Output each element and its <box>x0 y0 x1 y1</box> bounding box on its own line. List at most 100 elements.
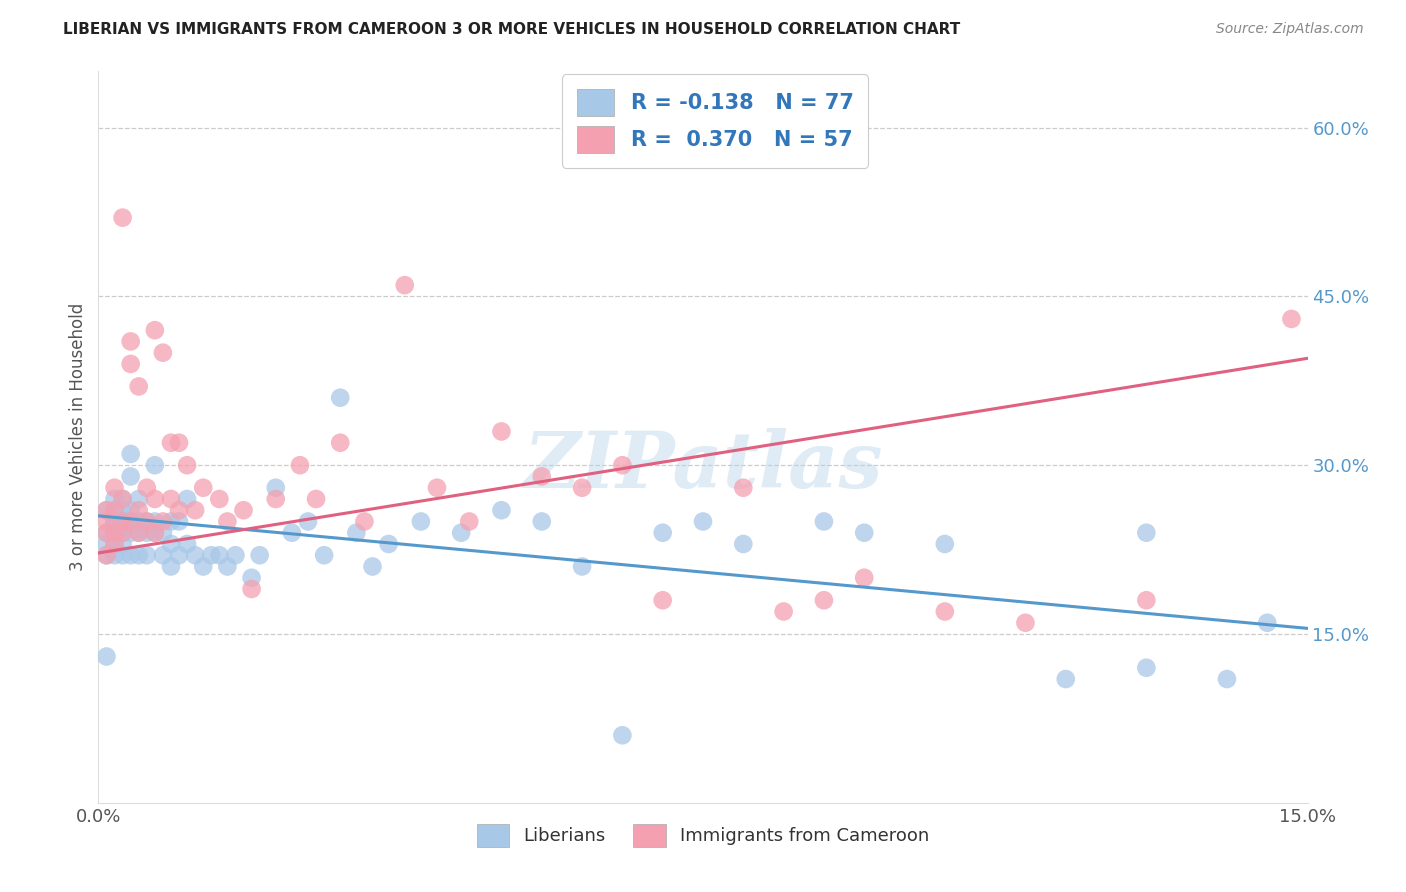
Point <box>111 525 134 540</box>
Point <box>934 537 956 551</box>
Point <box>176 458 198 473</box>
Point <box>1216 672 1239 686</box>
Point <box>772 605 794 619</box>
Point <box>530 469 553 483</box>
Point <box>329 391 352 405</box>
Point <box>491 503 513 517</box>
Point <box>111 537 134 551</box>
Point <box>120 447 142 461</box>
Point <box>264 481 287 495</box>
Point <box>167 503 190 517</box>
Point <box>128 515 150 529</box>
Point <box>143 458 166 473</box>
Point <box>217 515 239 529</box>
Point <box>160 559 183 574</box>
Point <box>458 515 481 529</box>
Point <box>1135 661 1157 675</box>
Point <box>281 525 304 540</box>
Point <box>96 525 118 540</box>
Point <box>288 458 311 473</box>
Legend: Liberians, Immigrants from Cameroon: Liberians, Immigrants from Cameroon <box>464 811 942 860</box>
Point <box>208 548 231 562</box>
Point <box>305 491 328 506</box>
Point <box>264 491 287 506</box>
Point <box>224 548 246 562</box>
Point <box>96 548 118 562</box>
Point <box>96 537 118 551</box>
Point <box>152 525 174 540</box>
Point <box>491 425 513 439</box>
Point <box>571 481 593 495</box>
Point <box>193 481 215 495</box>
Point <box>651 525 673 540</box>
Point <box>111 491 134 506</box>
Point <box>103 515 125 529</box>
Point <box>167 515 190 529</box>
Point <box>103 515 125 529</box>
Point <box>934 605 956 619</box>
Point <box>128 379 150 393</box>
Point <box>1054 672 1077 686</box>
Point <box>160 515 183 529</box>
Point <box>143 515 166 529</box>
Point <box>128 525 150 540</box>
Point <box>135 515 157 529</box>
Point <box>111 548 134 562</box>
Point <box>96 649 118 664</box>
Point <box>103 503 125 517</box>
Point <box>361 559 384 574</box>
Point <box>394 278 416 293</box>
Point <box>249 548 271 562</box>
Point <box>733 537 755 551</box>
Point <box>103 525 125 540</box>
Point <box>135 515 157 529</box>
Point <box>692 515 714 529</box>
Point <box>143 525 166 540</box>
Point <box>120 469 142 483</box>
Point <box>120 503 142 517</box>
Point <box>143 323 166 337</box>
Point <box>232 503 254 517</box>
Point <box>160 537 183 551</box>
Y-axis label: 3 or more Vehicles in Household: 3 or more Vehicles in Household <box>69 303 87 571</box>
Point <box>152 515 174 529</box>
Point <box>426 481 449 495</box>
Point <box>314 548 336 562</box>
Point <box>128 491 150 506</box>
Point <box>111 515 134 529</box>
Point <box>152 548 174 562</box>
Point <box>120 548 142 562</box>
Point <box>143 525 166 540</box>
Point <box>853 571 876 585</box>
Point <box>103 503 125 517</box>
Point <box>135 525 157 540</box>
Point <box>111 503 134 517</box>
Point <box>208 491 231 506</box>
Point <box>217 559 239 574</box>
Point <box>353 515 375 529</box>
Point <box>135 548 157 562</box>
Point <box>152 345 174 359</box>
Point <box>128 548 150 562</box>
Point <box>111 525 134 540</box>
Point <box>96 515 118 529</box>
Point <box>128 503 150 517</box>
Point <box>111 211 134 225</box>
Point <box>135 481 157 495</box>
Point <box>240 582 263 596</box>
Point <box>143 491 166 506</box>
Point <box>377 537 399 551</box>
Point <box>184 503 207 517</box>
Point <box>612 728 634 742</box>
Point <box>103 481 125 495</box>
Point <box>813 593 835 607</box>
Point <box>612 458 634 473</box>
Point <box>450 525 472 540</box>
Point <box>651 593 673 607</box>
Point <box>184 548 207 562</box>
Point <box>167 548 190 562</box>
Point <box>96 548 118 562</box>
Point <box>1135 525 1157 540</box>
Point <box>128 525 150 540</box>
Point <box>103 491 125 506</box>
